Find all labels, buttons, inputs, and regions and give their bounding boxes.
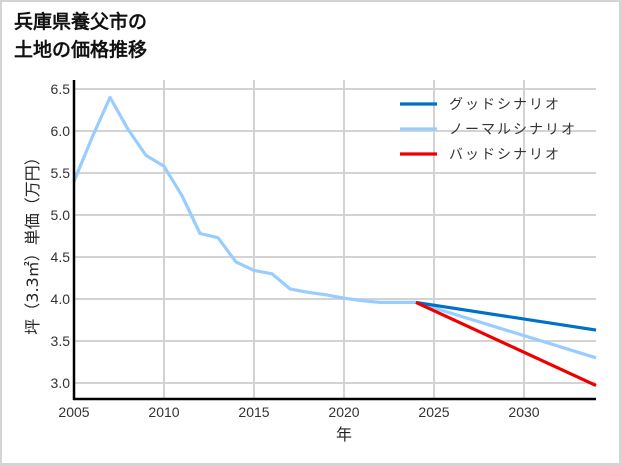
- y-tick-labels: 3.0 3.5 4.0 4.5 5.0 5.5 6.0 6.5: [51, 81, 71, 391]
- x-tick-label: 2010: [148, 404, 179, 420]
- series-line: [72, 95, 597, 360]
- legend-label: グッドシナリオ: [449, 97, 561, 113]
- x-tick-labels: 2005 2010 2015 2020 2025 2030: [58, 404, 539, 420]
- y-tick-label: 6.5: [51, 81, 71, 97]
- y-tick-label: 4.0: [51, 291, 71, 307]
- x-tick-label: 2020: [328, 404, 359, 420]
- legend-label: バッドシナリオ: [449, 147, 561, 163]
- x-axis-label: 年: [336, 425, 352, 444]
- x-tick-label: 2030: [508, 404, 539, 420]
- y-tick-label: 3.5: [51, 333, 71, 349]
- chart-title-line-1: 兵庫県養父市の: [14, 11, 148, 33]
- chart-title: 兵庫県養父市の 土地の価格推移: [14, 8, 147, 64]
- y-tick-label: 3.0: [51, 375, 71, 391]
- series-lines: [72, 95, 597, 387]
- legend-label: ノーマルシナリオ: [449, 122, 577, 138]
- y-tick-label: 5.0: [51, 207, 71, 223]
- series-line: [415, 300, 597, 387]
- grid-lines: [74, 80, 596, 399]
- x-tick-label: 2005: [58, 404, 89, 420]
- y-tick-label: 6.0: [51, 123, 71, 139]
- y-axis-label: 坪（3.3㎡）単価（万円）: [23, 149, 42, 334]
- series-line: [415, 300, 597, 332]
- axes: [72, 80, 596, 401]
- y-tick-label: 4.5: [51, 249, 71, 265]
- y-tick-label: 5.5: [51, 165, 71, 181]
- x-tick-label: 2015: [238, 404, 269, 420]
- chart-title-line-2: 土地の価格推移: [14, 39, 148, 61]
- x-tick-label: 2025: [418, 404, 449, 420]
